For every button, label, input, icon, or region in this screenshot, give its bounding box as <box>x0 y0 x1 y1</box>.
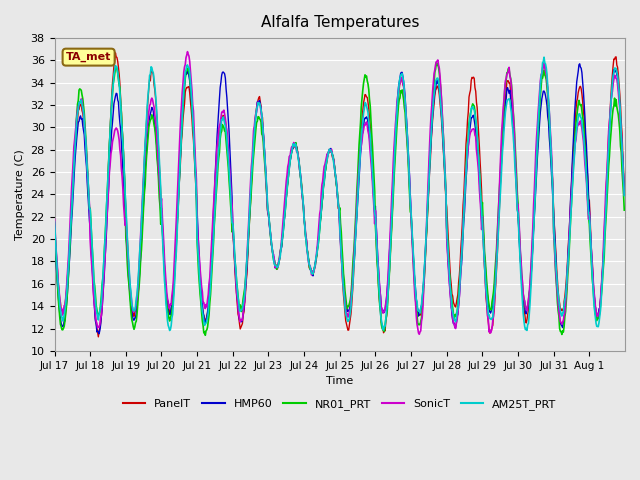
AM25T_PRT <box>223 136 230 142</box>
PanelT <box>273 266 281 272</box>
NR01_PRT <box>620 207 628 213</box>
NR01_PRT <box>223 145 230 151</box>
SonicT <box>415 331 423 337</box>
NR01_PRT <box>202 333 209 338</box>
HMP60 <box>431 88 438 94</box>
SonicT <box>184 49 191 55</box>
NR01_PRT <box>433 60 440 65</box>
Line: NR01_PRT: NR01_PRT <box>54 62 624 336</box>
NR01_PRT <box>431 69 438 75</box>
AM25T_PRT <box>399 75 407 81</box>
SonicT <box>620 192 628 198</box>
Line: AM25T_PRT: AM25T_PRT <box>54 57 624 330</box>
PanelT <box>119 136 127 142</box>
HMP60 <box>576 61 584 67</box>
Line: SonicT: SonicT <box>54 52 624 334</box>
PanelT <box>252 109 260 115</box>
X-axis label: Time: Time <box>326 376 353 386</box>
NR01_PRT <box>252 135 259 141</box>
PanelT <box>224 145 232 151</box>
HMP60 <box>620 188 628 193</box>
HMP60 <box>252 120 259 125</box>
HMP60 <box>223 95 230 100</box>
AM25T_PRT <box>166 327 173 333</box>
SonicT <box>252 115 259 121</box>
PanelT <box>620 183 628 189</box>
HMP60 <box>399 73 407 79</box>
Legend: PanelT, HMP60, NR01_PRT, SonicT, AM25T_PRT: PanelT, HMP60, NR01_PRT, SonicT, AM25T_P… <box>118 394 561 414</box>
Y-axis label: Temperature (C): Temperature (C) <box>15 149 25 240</box>
AM25T_PRT <box>273 264 280 269</box>
PanelT <box>432 87 440 93</box>
SonicT <box>399 81 407 86</box>
AM25T_PRT <box>118 117 125 123</box>
AM25T_PRT <box>620 192 628 198</box>
NR01_PRT <box>118 110 125 116</box>
SonicT <box>223 127 230 133</box>
Text: TA_met: TA_met <box>66 52 111 62</box>
HMP60 <box>95 331 103 336</box>
PanelT <box>51 220 58 226</box>
NR01_PRT <box>51 222 58 228</box>
NR01_PRT <box>399 92 407 97</box>
HMP60 <box>273 266 280 272</box>
Line: PanelT: PanelT <box>54 53 624 337</box>
PanelT <box>111 50 119 56</box>
HMP60 <box>51 231 58 237</box>
AM25T_PRT <box>51 219 58 225</box>
AM25T_PRT <box>540 54 548 60</box>
HMP60 <box>118 152 126 157</box>
NR01_PRT <box>273 266 280 272</box>
AM25T_PRT <box>252 121 259 127</box>
PanelT <box>400 84 408 89</box>
PanelT <box>95 334 102 340</box>
AM25T_PRT <box>431 85 438 91</box>
SonicT <box>432 62 440 68</box>
SonicT <box>51 216 58 222</box>
SonicT <box>118 166 125 172</box>
Line: HMP60: HMP60 <box>54 64 624 334</box>
SonicT <box>273 264 280 270</box>
Title: Alfalfa Temperatures: Alfalfa Temperatures <box>260 15 419 30</box>
